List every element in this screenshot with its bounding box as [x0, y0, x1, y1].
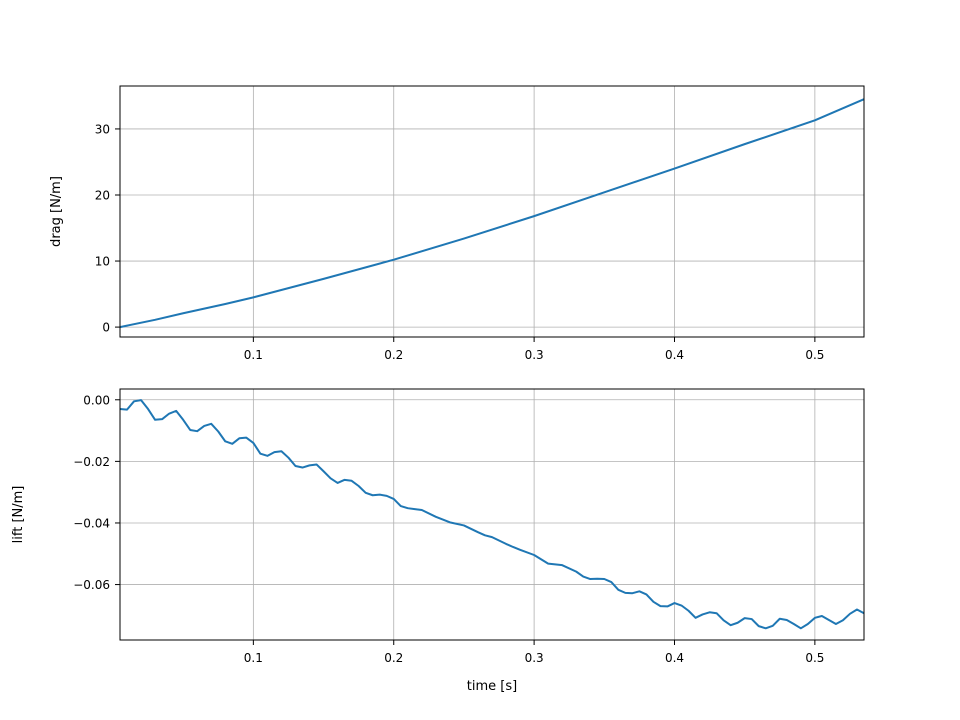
y-axis-label: drag [N/m] [49, 176, 64, 247]
x-tick-label: 0.4 [665, 348, 684, 362]
x-tick-label: 0.3 [525, 651, 544, 665]
axes-frame [119, 388, 865, 641]
lift-panel: 0.1 0.2 0.3 0.4 0.5 0.00 −0.02 −0.04 −0.06 lift [… [11, 388, 865, 694]
x-tick-label: 0.4 [665, 651, 684, 665]
y-tick-label: −0.02 [73, 455, 110, 469]
y-tick-label: 10 [95, 255, 110, 269]
series-line [119, 98, 865, 329]
y-axis-label: lift [N/m] [11, 486, 26, 544]
y-tick-label: −0.04 [73, 516, 110, 530]
y-tick-label: 0 [102, 321, 110, 335]
x-tick-label: 0.1 [244, 348, 263, 362]
series-line [119, 399, 865, 630]
x-axis-label: time [s] [467, 679, 517, 694]
x-tick-label: 0.5 [805, 651, 824, 665]
x-tick-label: 0.5 [805, 348, 824, 362]
x-tick-label: 0.2 [384, 348, 403, 362]
y-tick-label: 0.00 [83, 393, 110, 407]
y-tick-label: 20 [95, 188, 110, 202]
x-tick-label: 0.2 [384, 651, 403, 665]
y-tick-label: 30 [95, 122, 110, 136]
drag-panel: 0.1 0.2 0.3 0.4 0.5 0 10 20 30 drag [N/m] [49, 85, 865, 362]
x-tick-label: 0.1 [244, 651, 263, 665]
x-tick-label: 0.3 [525, 348, 544, 362]
y-tick-label: −0.06 [73, 578, 110, 592]
axes-frame [119, 85, 865, 338]
